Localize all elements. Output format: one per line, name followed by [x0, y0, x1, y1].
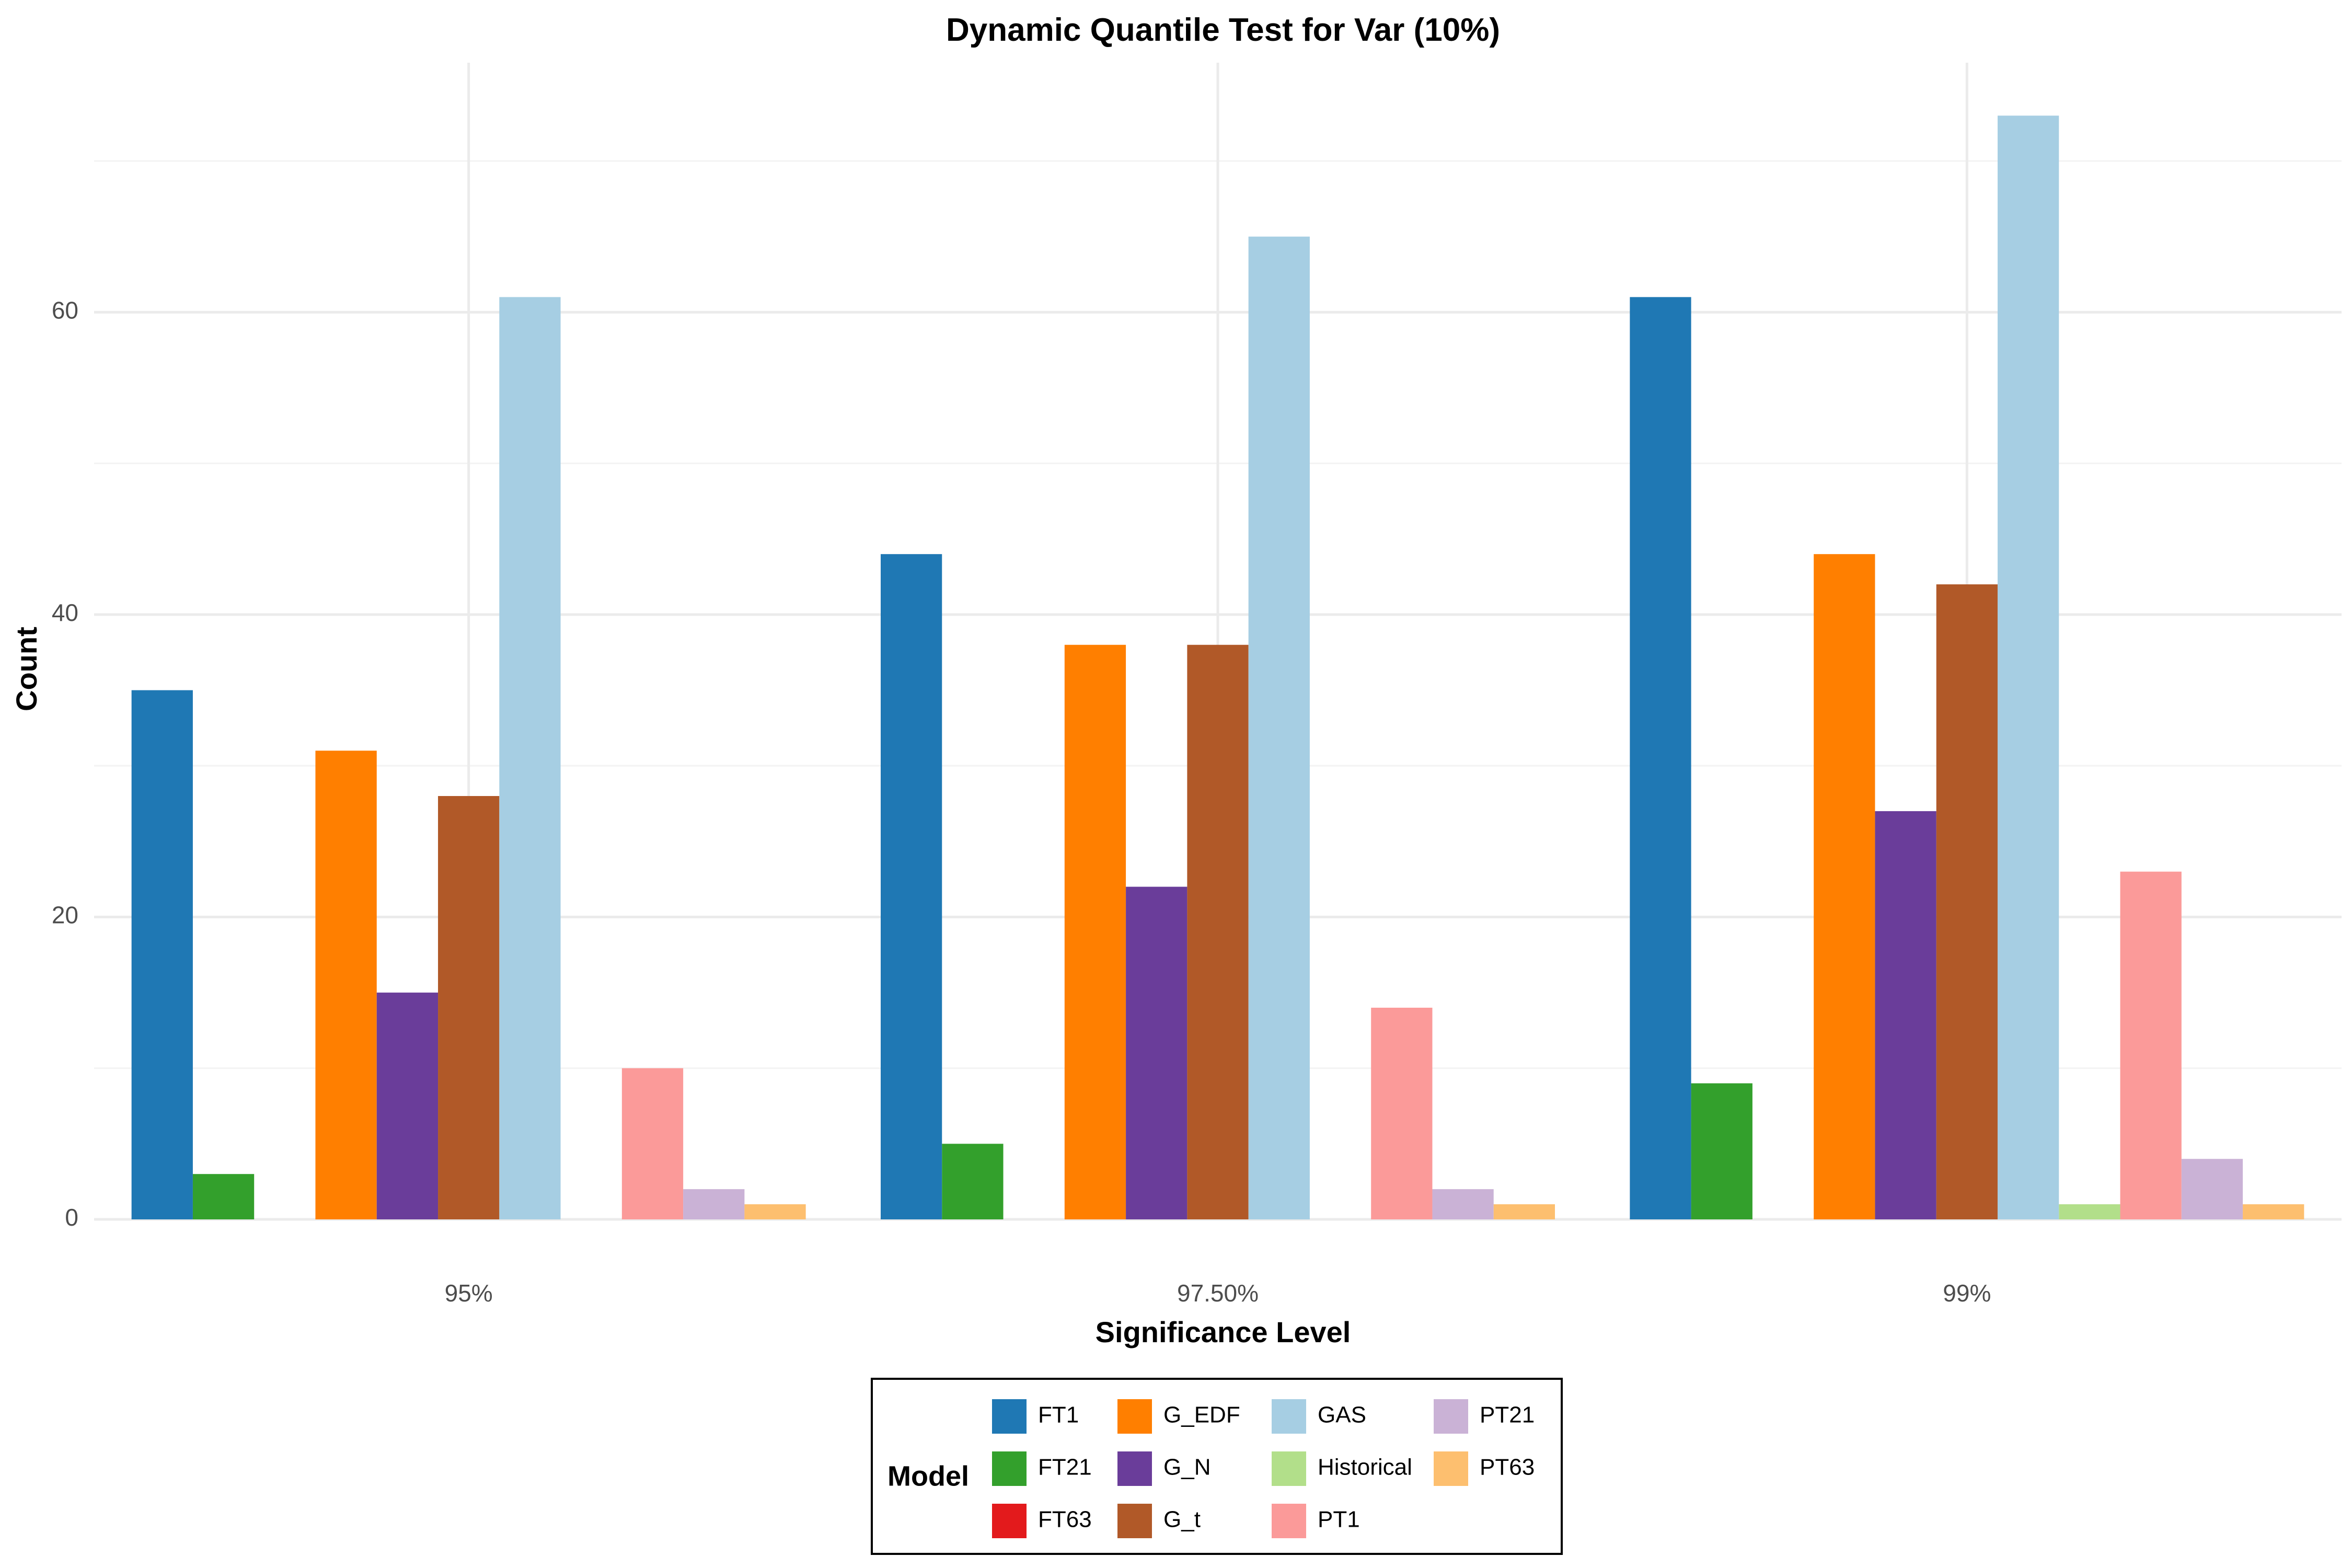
- bar-gas-1: [1248, 236, 1310, 1219]
- bar-pt63-1: [1493, 1204, 1555, 1219]
- y-tick-label: 60: [52, 296, 78, 324]
- bar-ft21-1: [942, 1144, 1004, 1219]
- legend-label-ft63: FT63: [1038, 1507, 1092, 1532]
- bar-pt21-0: [683, 1189, 745, 1219]
- legend-label-g-edf: G_EDF: [1163, 1402, 1240, 1428]
- legend-swatch-g-t: [1117, 1504, 1152, 1538]
- bar-pt63-2: [2243, 1204, 2304, 1219]
- x-tick-label: 97.50%: [1177, 1279, 1259, 1307]
- bars: [131, 116, 2304, 1220]
- legend-swatch-ft21: [992, 1451, 1027, 1486]
- y-tick-label: 20: [52, 902, 78, 929]
- bar-g-edf-1: [1064, 644, 1126, 1219]
- bar-ft21-2: [1691, 1083, 1753, 1219]
- legend-label-ft21: FT21: [1038, 1455, 1092, 1480]
- legend-swatch-historical: [1272, 1451, 1306, 1486]
- legend-swatch-pt1: [1272, 1504, 1306, 1538]
- legend-items: FT1 FT21 FT63 G_EDF G_N G_t GAS Historical PT1 PT…: [992, 1399, 1535, 1538]
- chart-title: Dynamic Quantile Test for Var (10%): [946, 12, 1500, 48]
- legend-swatch-ft1: [992, 1399, 1027, 1434]
- bar-g-edf-2: [1814, 554, 1875, 1219]
- bar-ft1-0: [131, 690, 193, 1219]
- y-axis-title: Count: [10, 627, 43, 711]
- legend-label-ft1: FT1: [1038, 1402, 1079, 1428]
- legend-label-g-t: G_t: [1163, 1507, 1201, 1532]
- y-tick-label: 0: [65, 1204, 78, 1231]
- legend-label-pt21: PT21: [1480, 1402, 1535, 1428]
- y-tick-labels: 0 20 40 60: [52, 296, 78, 1231]
- bar-pt21-1: [1432, 1189, 1494, 1219]
- legend-label-historical: Historical: [1318, 1455, 1412, 1480]
- legend: Model FT1 FT21 FT63 G_EDF G_N G_t GAS Historica…: [871, 1378, 1563, 1555]
- legend-label-pt1: PT1: [1318, 1507, 1360, 1532]
- bar-g-t-2: [1936, 584, 1998, 1219]
- legend-label-gas: GAS: [1318, 1402, 1366, 1428]
- bar-pt21-2: [2181, 1159, 2243, 1219]
- bar-pt1-1: [1371, 1008, 1433, 1219]
- bar-pt1-2: [2120, 871, 2182, 1219]
- x-tick-label: 95%: [445, 1279, 493, 1307]
- bar-g-n-2: [1875, 811, 1936, 1219]
- bar-pt1-0: [621, 1068, 684, 1219]
- bar-g-t-1: [1187, 644, 1249, 1219]
- bar-gas-0: [499, 297, 561, 1219]
- bar-ft1-2: [1630, 297, 1691, 1219]
- legend-swatch-g-edf: [1117, 1399, 1152, 1434]
- x-tick-label: 99%: [1943, 1279, 1991, 1307]
- y-tick-label: 40: [52, 599, 78, 626]
- legend-swatch-pt63: [1434, 1451, 1468, 1486]
- bar-g-n-0: [376, 993, 439, 1219]
- legend-swatch-g-n: [1117, 1451, 1152, 1486]
- bar-gas-2: [1997, 116, 2059, 1220]
- bar-ft1-1: [881, 554, 942, 1219]
- legend-label-g-n: G_N: [1163, 1455, 1210, 1480]
- x-tick-labels: 95% 97.50% 99%: [445, 1279, 1991, 1307]
- legend-swatch-ft63: [992, 1504, 1027, 1538]
- bar-ft21-0: [192, 1174, 255, 1219]
- bar-pt63-0: [744, 1204, 806, 1219]
- x-axis-title: Significance Level: [1096, 1316, 1351, 1348]
- bar-g-t-0: [438, 796, 500, 1219]
- legend-title: Model: [887, 1460, 969, 1492]
- legend-swatch-pt21: [1434, 1399, 1468, 1434]
- legend-label-pt63: PT63: [1480, 1455, 1535, 1480]
- bar-g-edf-0: [315, 751, 377, 1219]
- bar-g-n-1: [1126, 886, 1187, 1219]
- legend-swatch-gas: [1272, 1399, 1306, 1434]
- bar-historical-2: [2059, 1204, 2120, 1219]
